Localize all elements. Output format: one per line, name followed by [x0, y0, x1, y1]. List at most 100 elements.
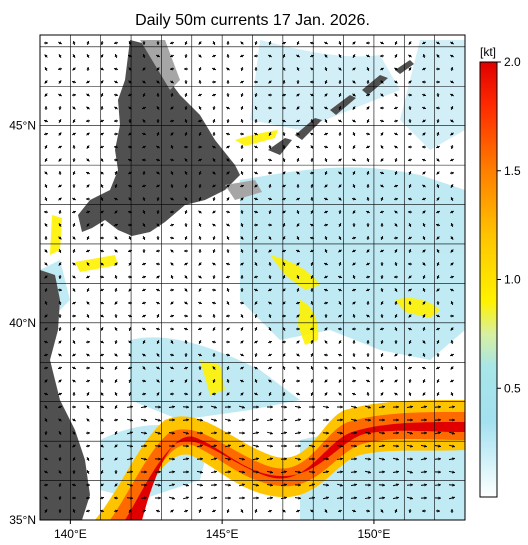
current-arrow-head	[184, 158, 188, 162]
current-arrow-head	[115, 158, 118, 162]
current-arrow-head	[352, 392, 356, 396]
current-arrow-head	[408, 171, 412, 175]
current-arrow-head	[87, 431, 90, 435]
current-arrow-head	[254, 366, 258, 370]
current-arrow-head	[170, 509, 174, 513]
current-arrow-head	[241, 301, 244, 305]
current-arrow-head	[298, 470, 301, 474]
current-arrow-head	[380, 171, 384, 175]
current-arrow-head	[240, 289, 244, 292]
current-arrow-head	[282, 262, 286, 266]
current-arrow-head	[254, 327, 258, 331]
current-arrow-head	[366, 314, 370, 318]
current-arrow-head	[156, 275, 160, 279]
current-arrow-head	[312, 431, 315, 435]
current-arrow-head	[352, 249, 356, 253]
current-arrow-head	[394, 159, 398, 162]
current-arrow-head	[114, 288, 118, 291]
current-arrow-head	[324, 509, 328, 513]
current-arrow-head	[198, 132, 202, 136]
current-arrow-head	[58, 418, 62, 422]
current-arrow-head	[184, 288, 188, 292]
current-arrow-head	[338, 54, 342, 58]
current-arrow-head	[367, 509, 370, 513]
current-arrow-head	[338, 67, 342, 71]
current-arrow-head	[396, 431, 399, 435]
current-arrow-head	[114, 171, 118, 175]
current-arrow-head	[213, 457, 217, 461]
current-arrow-head	[394, 145, 398, 149]
current-arrow-head	[256, 483, 259, 487]
current-arrow-head	[270, 457, 273, 461]
current-arrow-head	[408, 236, 412, 240]
current-arrow-head	[87, 340, 90, 344]
current-arrow-head	[186, 444, 189, 448]
current-arrow-head	[170, 392, 173, 396]
current-arrow-head	[158, 405, 161, 409]
current-arrow-head	[268, 184, 272, 187]
current-arrow-head	[58, 366, 62, 370]
current-arrow-head	[171, 236, 174, 240]
current-arrow-head	[58, 119, 62, 123]
current-arrow-head	[254, 340, 258, 344]
current-arrow-head	[422, 288, 426, 292]
current-arrow-head	[100, 314, 104, 318]
current-arrow-head	[436, 392, 440, 396]
current-arrow-head	[394, 171, 398, 175]
current-arrow-head	[410, 431, 413, 435]
current-arrow-head	[282, 249, 286, 253]
current-arrow-head	[170, 185, 174, 188]
current-arrow-head	[380, 67, 384, 71]
current-arrow-head	[254, 197, 258, 201]
current-arrow-head	[128, 236, 132, 240]
current-arrow-head	[227, 457, 231, 461]
current-arrow-head	[128, 366, 132, 370]
current-arrow-head	[240, 171, 244, 175]
current-arrow-head	[129, 223, 132, 227]
current-arrow-head	[128, 379, 132, 383]
current-arrow-head	[408, 132, 411, 136]
current-arrow-head	[100, 418, 104, 422]
current-arrow-head	[380, 366, 384, 370]
current-arrow-head	[338, 262, 342, 266]
current-arrow-head	[422, 366, 426, 370]
current-arrow-head	[142, 119, 146, 123]
current-arrow-head	[380, 223, 384, 226]
current-arrow-head	[282, 236, 286, 240]
current-arrow-head	[86, 327, 90, 331]
current-arrow-head	[396, 496, 399, 500]
current-arrow-head	[114, 301, 118, 305]
current-arrow-head	[212, 93, 216, 97]
colorbar-ticks: 0.5 1.0 1.5 2.0	[497, 55, 521, 395]
current-arrow-head	[200, 405, 203, 409]
current-arrow-head	[184, 119, 188, 123]
current-arrow-head	[254, 509, 258, 512]
current-arrow-head	[100, 444, 104, 448]
current-arrow-head	[184, 366, 188, 370]
current-arrow-head	[171, 223, 174, 227]
current-arrow-head	[254, 159, 258, 162]
current-arrow-head	[86, 314, 90, 318]
current-arrow-head	[338, 197, 342, 201]
current-arrow-head	[142, 42, 146, 45]
current-arrow-head	[255, 80, 258, 84]
current-arrow-head	[422, 353, 426, 356]
current-arrow-head	[212, 366, 216, 370]
current-arrow-head	[86, 470, 90, 474]
current-arrow-head	[226, 223, 230, 227]
current-arrow-head	[156, 198, 160, 201]
current-arrow-head	[438, 418, 441, 422]
current-arrow-head	[128, 353, 132, 357]
current-arrow-head	[212, 67, 216, 71]
current-arrow-head	[100, 54, 104, 58]
current-arrow-head	[325, 223, 328, 227]
current-arrow-head	[352, 171, 356, 175]
current-arrow-head	[338, 509, 341, 513]
current-arrow-head	[326, 470, 329, 474]
current-arrow-head	[408, 510, 412, 513]
current-arrow-head	[228, 431, 231, 435]
current-arrow-head	[214, 483, 217, 487]
current-arrow-head	[129, 314, 132, 318]
current-arrow-head	[452, 470, 455, 474]
current-arrow-head	[240, 379, 244, 383]
